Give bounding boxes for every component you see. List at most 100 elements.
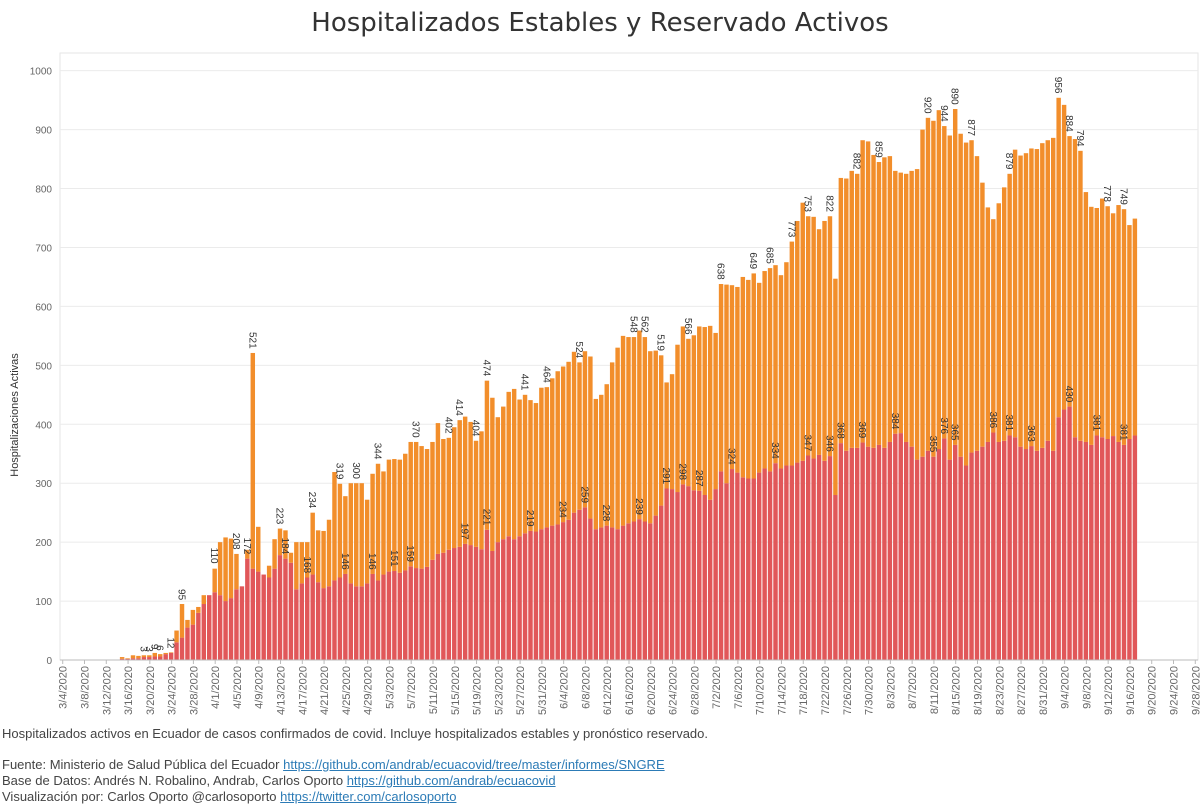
bar-estables	[462, 543, 468, 660]
data-label: 822	[823, 195, 834, 212]
bar-reservado	[179, 604, 185, 638]
bar-reservado	[234, 553, 239, 590]
data-label: 146	[339, 553, 350, 570]
bar-estables	[321, 588, 326, 660]
data-label: 319	[333, 463, 344, 480]
x-tick-label: 8/3/2020	[885, 666, 897, 709]
bar-reservado	[163, 652, 168, 655]
bar-reservado	[228, 538, 234, 599]
bar-reservado	[1067, 136, 1072, 407]
bar-reservado	[413, 441, 419, 569]
bar-reservado	[773, 265, 778, 464]
bar-estables	[299, 583, 305, 660]
bar-reservado	[1083, 192, 1089, 442]
bar-reservado	[1094, 207, 1099, 436]
data-label: 524	[573, 341, 584, 358]
bar-reservado	[130, 655, 136, 659]
bar-reservado	[506, 391, 511, 537]
bar-reservado	[642, 337, 648, 522]
bar-estables	[805, 455, 811, 660]
bar-reservado	[871, 154, 876, 448]
bar-estables	[800, 460, 805, 660]
data-label: 381	[1003, 414, 1014, 431]
bar-estables	[348, 583, 354, 660]
bar-estables	[566, 519, 571, 660]
bar-estables	[506, 536, 511, 660]
x-tick-label: 9/28/2020	[1190, 666, 1200, 715]
bar-reservado	[560, 366, 566, 523]
bar-estables	[473, 546, 479, 660]
bar-estables	[773, 463, 778, 660]
bar-estables	[729, 469, 735, 660]
bar-reservado	[305, 542, 310, 578]
visualization-link[interactable]: https://twitter.com/carlosoporto	[280, 789, 457, 804]
source-label: Fuente: Ministerio de Salud Pública del …	[2, 757, 284, 772]
bar-estables	[392, 571, 397, 660]
bar-reservado	[119, 657, 125, 659]
bar-reservado	[1121, 209, 1127, 445]
database-link[interactable]: https://github.com/andrab/ecuacovid	[346, 773, 556, 788]
bar-reservado	[245, 549, 250, 559]
bar-estables	[974, 450, 980, 660]
y-tick-label: 100	[35, 597, 52, 608]
bar-estables	[582, 507, 588, 660]
bar-estables	[375, 580, 381, 660]
bar-estables	[528, 530, 533, 660]
bar-reservado	[212, 568, 217, 593]
bars	[119, 97, 1138, 660]
bar-reservado	[522, 394, 528, 534]
x-tick-label: 5/7/2020	[406, 666, 418, 709]
bar-reservado	[223, 537, 228, 602]
footer-database: Base de Datos: Andrés N. Robalino, Andra…	[2, 773, 556, 788]
bar-estables	[125, 658, 130, 660]
bar-estables	[343, 573, 348, 660]
bar-reservado	[392, 459, 397, 572]
bar-estables	[936, 449, 942, 660]
bar-estables	[604, 525, 609, 660]
y-tick-label: 800	[35, 185, 52, 196]
bar-reservado	[680, 326, 686, 485]
x-tick-label: 8/27/2020	[1016, 666, 1028, 715]
data-label: 6	[154, 645, 165, 651]
bar-reservado	[805, 216, 811, 456]
bar-reservado	[903, 173, 909, 442]
bar-reservado	[217, 542, 223, 596]
bar-estables	[201, 604, 207, 660]
bar-estables	[822, 460, 827, 660]
bar-reservado	[838, 177, 844, 444]
data-label: 376	[938, 417, 949, 434]
bar-reservado	[811, 216, 816, 459]
y-axis: 0 100 200 300 400 500 600 700 800 900 1000	[30, 67, 53, 667]
data-label: 3	[143, 646, 154, 652]
bar-reservado	[800, 202, 805, 461]
bar-estables	[403, 570, 408, 660]
bar-reservado	[147, 655, 152, 658]
data-label: 566	[682, 318, 693, 335]
data-label: 3	[137, 646, 148, 652]
bar-reservado	[724, 284, 729, 484]
chart-title: Hospitalizados Estables y Reservado Acti…	[311, 8, 889, 38]
source-link[interactable]: https://github.com/andrab/ecuacovid/tree…	[283, 757, 665, 772]
data-label: 794	[1074, 130, 1085, 147]
bar-reservado	[914, 169, 920, 460]
bar-estables	[1089, 444, 1094, 660]
bar-reservado	[528, 400, 533, 531]
x-tick-label: 6/4/2020	[559, 666, 571, 709]
bar-reservado	[370, 473, 375, 574]
bar-estables	[860, 442, 865, 660]
bar-reservado	[348, 483, 354, 584]
bar-estables	[522, 533, 528, 660]
bar-reservado	[707, 325, 713, 500]
bar-reservado	[609, 362, 615, 528]
bar-estables	[245, 558, 250, 660]
bar-estables	[484, 529, 490, 660]
data-label: 562	[638, 316, 649, 333]
bar-reservado	[854, 173, 860, 448]
data-label: 920	[921, 97, 932, 114]
bar-reservado	[196, 606, 201, 613]
x-tick-label: 7/26/2020	[842, 666, 854, 715]
bar-reservado	[604, 384, 609, 526]
bar-reservado	[969, 140, 974, 453]
